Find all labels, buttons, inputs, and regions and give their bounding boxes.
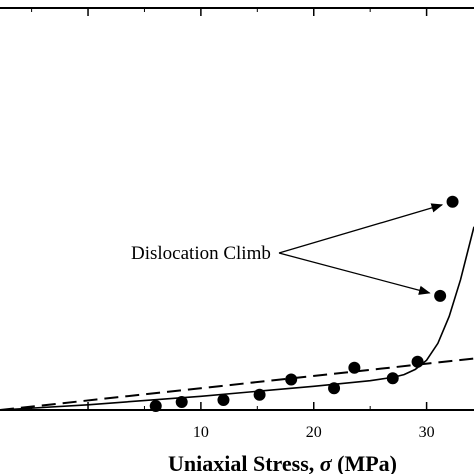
x-axis-title-symbol: σ	[320, 451, 333, 474]
model-fit-curve	[0, 226, 474, 411]
linear-fit-dashed-line	[0, 357, 474, 411]
x-axis-ticks: 10 20 30	[31, 8, 435, 441]
data-point	[411, 355, 424, 368]
annotation-text: Dislocation Climb	[131, 243, 271, 264]
x-tick-label: 30	[419, 424, 435, 441]
data-point	[175, 395, 188, 408]
x-tick-label: 10	[193, 424, 209, 441]
annotation-group: Dislocation Climb	[131, 203, 444, 295]
data-point	[446, 195, 459, 208]
series-lines	[0, 226, 474, 411]
x-tick-label: 20	[306, 424, 322, 441]
data-points	[149, 195, 459, 412]
annotation-arrow	[278, 252, 431, 295]
data-point	[253, 388, 266, 401]
data-point	[434, 289, 447, 302]
annotation-arrow	[278, 203, 444, 254]
x-axis-title-prefix: Uniaxial Stress,	[168, 451, 320, 474]
data-point	[386, 372, 399, 385]
data-point	[328, 382, 341, 395]
x-axis-title: Uniaxial Stress, σ (MPa)	[168, 451, 397, 474]
data-point	[348, 361, 361, 374]
data-point	[217, 393, 230, 406]
data-point	[285, 373, 298, 386]
plot-frame	[0, 7, 474, 411]
x-axis-title-unit: (MPa)	[332, 451, 397, 474]
data-point	[149, 399, 162, 412]
